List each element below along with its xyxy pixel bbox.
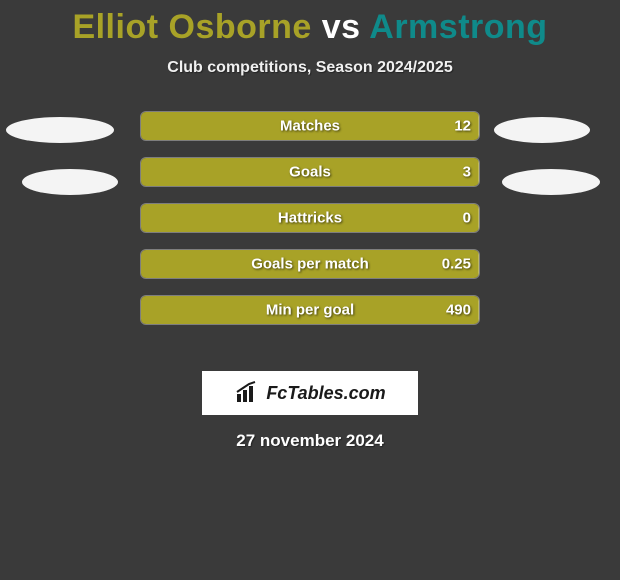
player-avatar-oval (6, 117, 114, 143)
stat-label: Min per goal (266, 302, 354, 319)
brand-box: FcTables.com (202, 371, 418, 415)
stat-value-player2: 3 (463, 164, 471, 181)
vs-separator: vs (322, 8, 361, 46)
brand-text: FcTables.com (266, 383, 385, 404)
player1-name: Elliot Osborne (72, 8, 311, 46)
player-avatar-oval (22, 169, 118, 195)
bars-container: Matches 12 Goals 3 Hattricks 0 Goals per match… (140, 111, 480, 341)
stat-bar-row: Min per goal 490 (140, 295, 480, 325)
stat-bar-row: Matches 12 (140, 111, 480, 141)
page-title: Elliot Osborne vs Armstrong (0, 0, 620, 47)
player-avatar-oval (494, 117, 590, 143)
stat-label: Matches (280, 118, 340, 135)
stat-value-player2: 490 (446, 302, 471, 319)
stat-bar-row: Goals per match 0.25 (140, 249, 480, 279)
date-line: 27 november 2024 (0, 431, 620, 451)
player2-name: Armstrong (369, 8, 547, 46)
stat-value-player2: 12 (454, 118, 471, 135)
stat-bar-row: Goals 3 (140, 157, 480, 187)
stat-bar-row: Hattricks 0 (140, 203, 480, 233)
comparison-stage: Matches 12 Goals 3 Hattricks 0 Goals per match… (0, 111, 620, 351)
stat-label: Hattricks (278, 210, 342, 227)
stat-value-player2: 0 (463, 210, 471, 227)
player-avatar-oval (502, 169, 600, 195)
stat-label: Goals per match (251, 256, 369, 273)
stat-value-player2: 0.25 (442, 256, 471, 273)
brand-chart-icon (234, 380, 260, 406)
stat-label: Goals (289, 164, 331, 181)
subtitle: Club competitions, Season 2024/2025 (0, 59, 620, 77)
